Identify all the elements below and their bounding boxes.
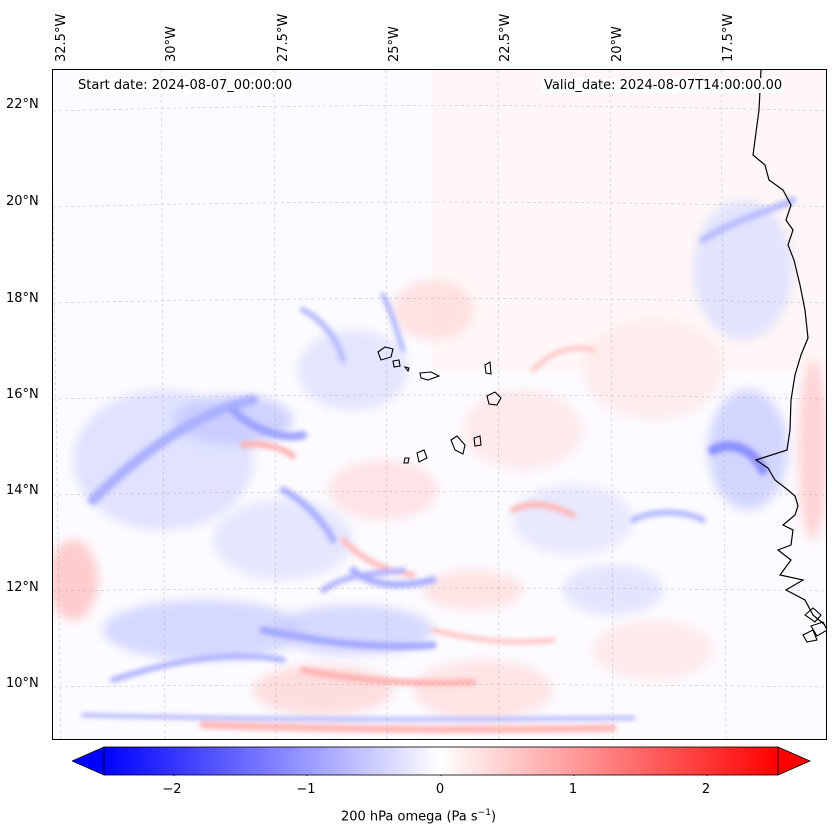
coastline-islands-south (802, 607, 826, 643)
colorbar-tick-neg2: −2 (162, 782, 182, 797)
colorbar-label-end: ) (490, 809, 497, 825)
map-panel[interactable] (52, 69, 827, 740)
colorbar-label-main: 200 hPa omega (Pa s (340, 809, 478, 825)
lon-label-25w: 25°W (387, 26, 402, 62)
lon-label-32-5w: 32.5°W (54, 13, 69, 62)
lon-label-17-5w: 17.5°W (721, 13, 736, 62)
omega-field-map[interactable] (53, 70, 827, 740)
cape-verde-islands (377, 346, 502, 464)
lon-label-20w: 20°W (610, 26, 625, 62)
colorbar-tick-marks (173, 775, 708, 776)
lon-label-30w: 30°W (164, 26, 179, 62)
colorbar-tick-1: 1 (568, 782, 578, 797)
lat-label-20n: 20°N (6, 194, 39, 209)
lat-label-18n: 18°N (6, 291, 39, 306)
valid-date-text: Valid_date: 2024-08-07T14:00:00.00 (542, 78, 785, 93)
colorbar-tick-2: 2 (701, 782, 711, 797)
omega-filaments (81, 196, 797, 733)
start-date-text: Start date: 2024-08-07_00:00:00 (76, 78, 295, 93)
colorbar-extend-max (777, 746, 811, 776)
gridlines (53, 70, 826, 739)
colorbar-gradient (103, 746, 779, 776)
lat-label-12n: 12°N (6, 580, 39, 595)
colorbar (72, 746, 811, 776)
colorbar-tick-neg1: −1 (296, 782, 316, 797)
lat-label-14n: 14°N (6, 483, 39, 498)
lat-label-10n: 10°N (6, 676, 39, 691)
lat-label-22n: 22°N (6, 97, 39, 112)
colorbar-extend-min (72, 746, 105, 776)
colorbar-tick-0: 0 (435, 782, 445, 797)
lat-label-16n: 16°N (6, 387, 39, 402)
lon-label-22-5w: 22.5°W (498, 13, 513, 62)
lon-label-27-5w: 27.5°W (276, 13, 291, 62)
coastline-west-africa (752, 70, 826, 626)
colorbar-label: 200 hPa omega (Pa s−1) (0, 808, 837, 824)
colorbar-label-sup: −1 (477, 808, 491, 818)
